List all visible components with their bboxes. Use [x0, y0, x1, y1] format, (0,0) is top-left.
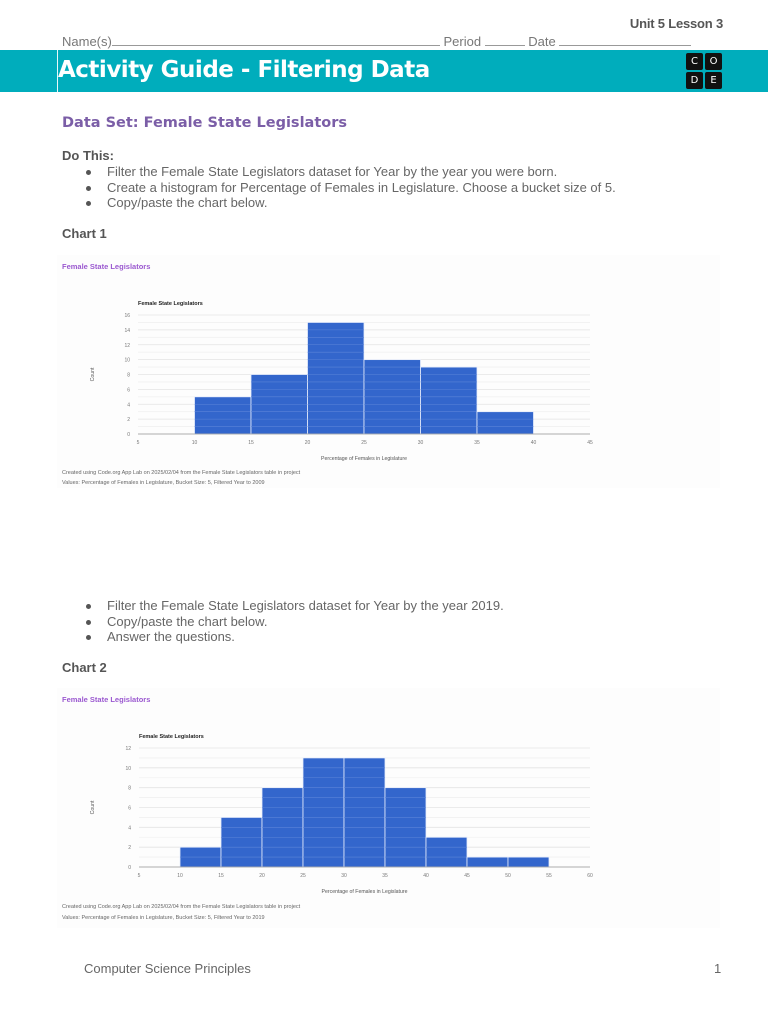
- name-period-date-line: Name(s) Period Date: [62, 33, 692, 49]
- x-tick-label: 45: [464, 873, 470, 879]
- y-tick-label: 0: [128, 865, 131, 871]
- list-item: Create a histogram for Percentage of Fem…: [62, 180, 616, 196]
- y-tick-label: 10: [124, 358, 130, 364]
- logo-letter: D: [686, 72, 703, 89]
- y-tick-label: 8: [127, 373, 130, 379]
- histogram-bar: [425, 836, 468, 868]
- date-field[interactable]: [559, 33, 692, 46]
- histogram-bar: [307, 322, 365, 435]
- chart1-image: Female State Legislators Female State Le…: [57, 255, 720, 488]
- histogram-bar: [220, 817, 263, 868]
- chart1-label: Chart 1: [62, 226, 107, 241]
- instructions-list: Filter the Female State Legislators data…: [62, 164, 616, 211]
- banner-divider: [57, 50, 58, 92]
- period-field[interactable]: [484, 33, 525, 46]
- y-tick-label: 2: [127, 417, 130, 423]
- x-tick-label: 60: [587, 873, 593, 879]
- logo-letter: E: [705, 72, 722, 89]
- name-field[interactable]: [111, 33, 440, 46]
- y-tick-label: 6: [128, 806, 131, 812]
- do-this-label: Do This:: [62, 148, 114, 163]
- x-axis-label: Percentage of Females in Legislature: [322, 889, 408, 895]
- y-tick-label: 12: [125, 746, 131, 752]
- y-tick-label: 12: [124, 343, 130, 349]
- x-tick-label: 15: [218, 873, 224, 879]
- y-tick-label: 4: [128, 825, 131, 831]
- histogram-bar: [507, 856, 550, 868]
- y-axis-label: Count: [90, 367, 96, 381]
- chart2-histogram: Female State Legislators 0 2 4 6 8 10 12 5 10 15 20…: [90, 734, 593, 895]
- chart1-app-title: Female State Legislators: [62, 262, 151, 271]
- chart2-footer-values: Values: Percentage of Females in Legisla…: [62, 915, 265, 921]
- x-axis-label: Percentage of Females in Legislature: [321, 456, 407, 462]
- y-tick-label: 14: [124, 328, 130, 334]
- dataset-heading: Data Set: Female State Legislators: [62, 115, 347, 131]
- y-tick-label: 2: [128, 845, 131, 851]
- x-tick-label: 35: [382, 873, 388, 879]
- code-org-logo-icon: C O D E: [686, 53, 722, 89]
- footer-course: Computer Science Principles: [84, 961, 251, 976]
- x-tick-label: 15: [248, 440, 254, 446]
- x-tick-label: 30: [418, 440, 424, 446]
- x-tick-label: 45: [587, 440, 593, 446]
- chart-title: Female State Legislators: [138, 301, 203, 307]
- x-tick-label: 5: [138, 873, 141, 879]
- list-item: Answer the questions.: [62, 629, 504, 645]
- histogram-bar: [194, 396, 252, 435]
- chart2-footer-created: Created using Code.org App Lab on 2025/0…: [62, 904, 301, 910]
- chart2-label: Chart 2: [62, 660, 107, 675]
- title-banner: Activity Guide - Filtering Data C O D E: [0, 50, 768, 92]
- x-tick-label: 35: [474, 440, 480, 446]
- unit-lesson-label: Unit 5 Lesson 3: [629, 16, 723, 31]
- histogram-bar: [476, 411, 534, 435]
- logo-letter: C: [686, 53, 703, 70]
- list-item: Filter the Female State Legislators data…: [62, 164, 616, 180]
- logo-letter: O: [705, 53, 722, 70]
- x-tick-label: 20: [305, 440, 311, 446]
- chart2-app-title: Female State Legislators: [62, 695, 151, 704]
- y-tick-label: 8: [128, 786, 131, 792]
- x-tick-label: 10: [192, 440, 198, 446]
- chart1-histogram: Female State Legislators 0 2 4 6 8 10 12 14 16 5 10…: [90, 301, 593, 462]
- histogram-bar: [420, 366, 478, 435]
- y-tick-label: 0: [127, 432, 130, 438]
- list-item: Copy/paste the chart below.: [62, 195, 616, 211]
- chart1-footer-values: Values: Percentage of Females in Legisla…: [62, 480, 265, 486]
- histogram-bar: [466, 856, 509, 868]
- second-instructions-list: Filter the Female State Legislators data…: [62, 598, 504, 645]
- x-tick-label: 40: [531, 440, 537, 446]
- y-tick-label: 10: [125, 766, 131, 772]
- name-label: Name(s): [62, 34, 112, 49]
- x-tick-label: 25: [300, 873, 306, 879]
- x-tick-label: 10: [177, 873, 183, 879]
- y-tick-label: 16: [124, 313, 130, 319]
- y-tick-label: 6: [127, 387, 130, 393]
- chart1-footer-created: Created using Code.org App Lab on 2025/0…: [62, 470, 301, 476]
- x-tick-label: 5: [137, 440, 140, 446]
- footer-page-number: 1: [714, 961, 722, 976]
- histogram-bar: [302, 757, 345, 868]
- histogram-bar: [343, 757, 386, 868]
- page-title: Activity Guide - Filtering Data: [58, 57, 430, 83]
- y-axis-label: Count: [90, 800, 96, 814]
- chart-title: Female State Legislators: [139, 734, 204, 740]
- list-item: Filter the Female State Legislators data…: [62, 598, 504, 614]
- date-label: Date: [528, 34, 556, 49]
- period-label: Period: [443, 34, 482, 49]
- chart2-image: Female State Legislators Female State Le…: [57, 688, 720, 928]
- x-tick-label: 55: [546, 873, 552, 879]
- x-tick-label: 20: [259, 873, 265, 879]
- x-tick-label: 25: [361, 440, 367, 446]
- list-item: Copy/paste the chart below.: [62, 614, 504, 630]
- x-tick-label: 30: [341, 873, 347, 879]
- y-tick-label: 4: [127, 402, 130, 408]
- x-tick-label: 40: [423, 873, 429, 879]
- x-tick-label: 50: [505, 873, 511, 879]
